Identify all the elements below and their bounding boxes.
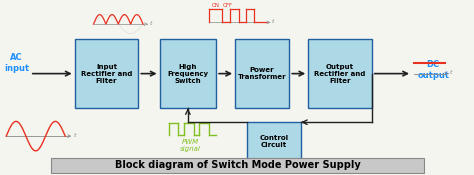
Text: signal: signal (180, 146, 201, 152)
Text: ON: ON (211, 3, 219, 8)
Text: t: t (73, 133, 76, 138)
Bar (51, 158, 424, 173)
Bar (235, 39, 289, 108)
Text: AC
input: AC input (4, 54, 29, 73)
Text: Input
Rectifier and
Filter: Input Rectifier and Filter (81, 64, 132, 84)
Bar (160, 39, 216, 108)
Text: OFF: OFF (223, 3, 233, 8)
Text: t: t (272, 19, 274, 24)
Text: t: t (149, 21, 152, 26)
Text: Output
Rectifier and
Filter: Output Rectifier and Filter (314, 64, 366, 84)
Bar (308, 39, 372, 108)
Bar (247, 122, 301, 160)
Bar (74, 39, 138, 108)
Text: Control
Circuit: Control Circuit (259, 135, 289, 148)
Text: t: t (449, 71, 452, 75)
Text: DC
output: DC output (417, 60, 449, 80)
Text: High
Frequency
Switch: High Frequency Switch (167, 64, 209, 84)
Text: Block diagram of Switch Mode Power Supply: Block diagram of Switch Mode Power Suppl… (115, 160, 360, 170)
Text: Power
Transformer: Power Transformer (238, 67, 286, 80)
Text: PWM: PWM (182, 139, 199, 145)
